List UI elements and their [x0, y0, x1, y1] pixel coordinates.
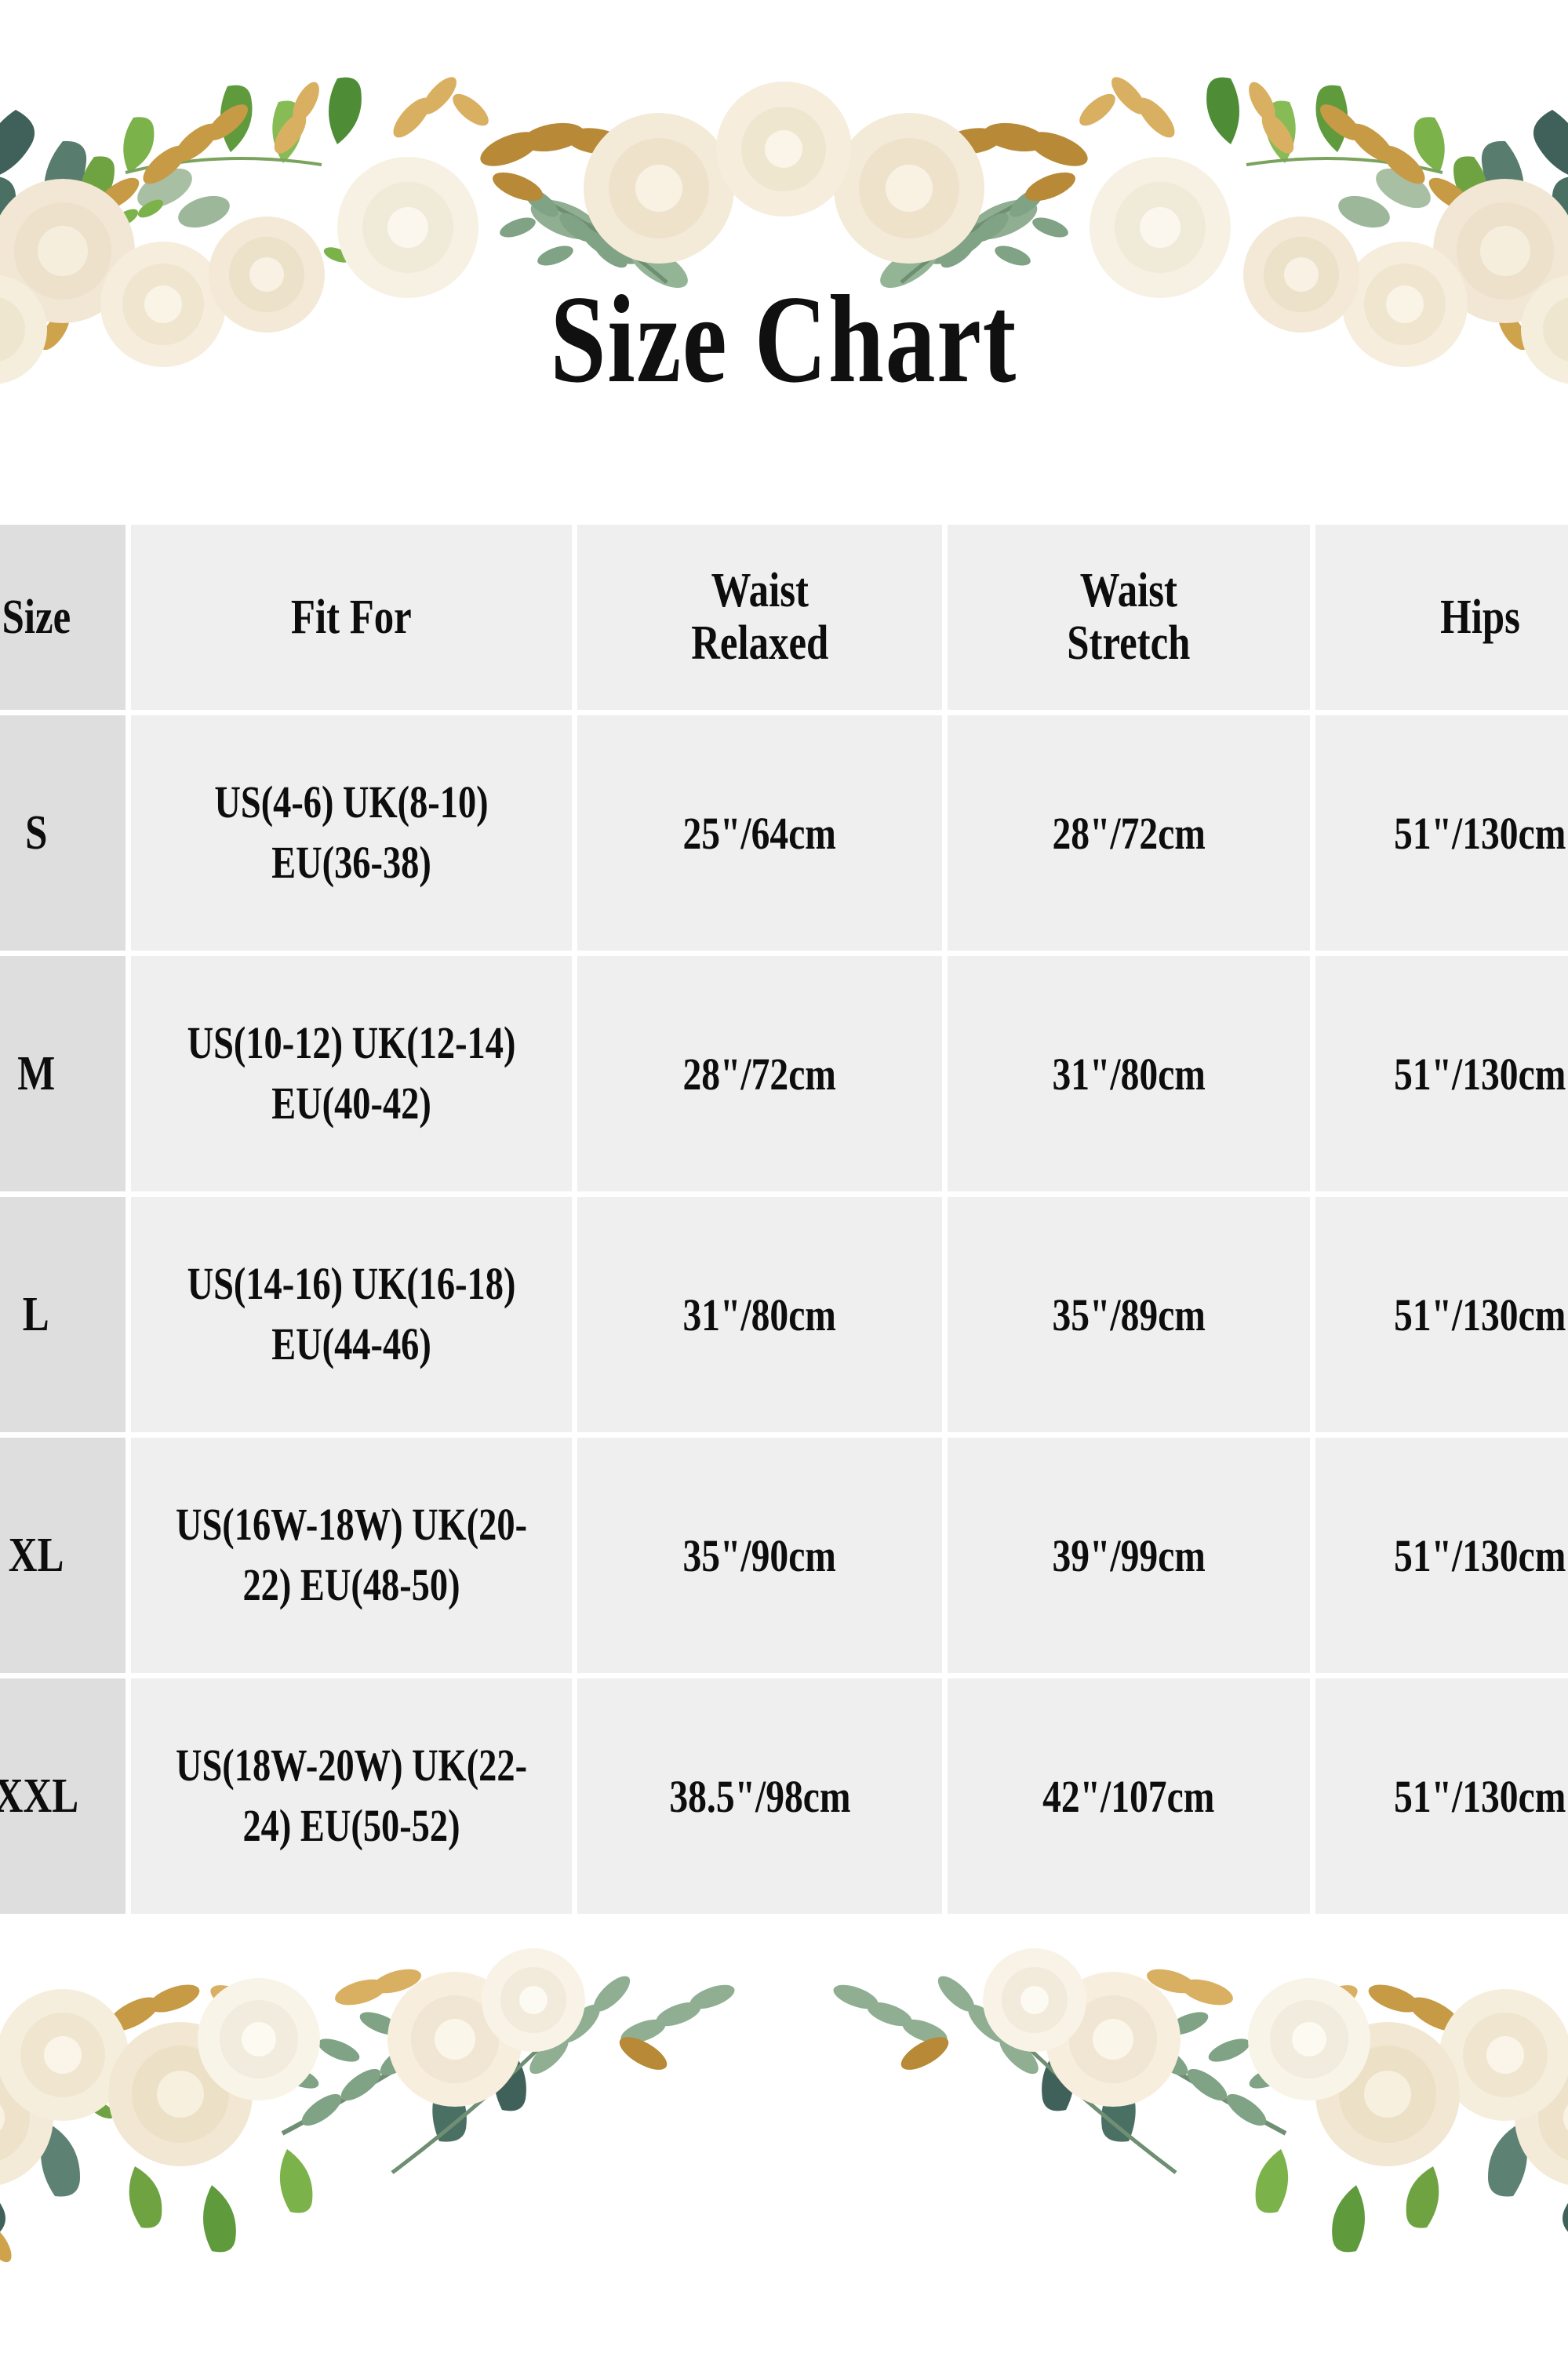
column-header-waist-relaxed: Waist Relaxed [577, 525, 942, 710]
cell-size: L [0, 1197, 126, 1432]
cell-waist-stretch: 39"/99cm [948, 1438, 1310, 1673]
cell-size: M [0, 956, 126, 1191]
cell-hips: 51"/130cm [1315, 715, 1568, 951]
cell-hips: 51"/130cm [1315, 1197, 1568, 1432]
table-header-row: Size Fit For Waist Relaxed Waist Stretch… [0, 525, 1568, 710]
column-header-waist-relaxed-label: Waist Relaxed [690, 564, 829, 670]
column-header-hips-label: Hips [1440, 590, 1520, 644]
cell-size-label: S [24, 806, 48, 860]
cell-size: XL [0, 1438, 126, 1673]
cell-waist-relaxed: 31"/80cm [577, 1197, 942, 1432]
column-header-hips: Hips [1315, 525, 1568, 710]
column-header-fit-for-label: Fit For [291, 590, 412, 644]
cell-hips: 51"/130cm [1315, 1438, 1568, 1673]
page-title-wrapper: Size Chart [0, 276, 1568, 402]
cell-waist-relaxed-label: 25"/64cm [682, 807, 837, 859]
cell-fit-for-label: US(16W-18W) UK(20-22) EU(48-50) [175, 1499, 528, 1610]
cell-waist-stretch: 31"/80cm [948, 956, 1310, 1191]
cell-size: XXL [0, 1678, 126, 1914]
cell-waist-relaxed: 35"/90cm [577, 1438, 942, 1673]
cell-fit-for-label: US(10-12) UK(12-14) EU(40-42) [187, 1017, 516, 1129]
cell-size: S [0, 715, 126, 951]
cell-size-label: L [23, 1287, 49, 1341]
cell-fit-for-label: US(4-6) UK(8-10) EU(36-38) [214, 776, 489, 888]
cell-hips-label: 51"/130cm [1394, 1529, 1566, 1581]
roses-group-bottom-left [0, 1948, 585, 2187]
cell-waist-relaxed: 28"/72cm [577, 956, 942, 1191]
cell-size-label: XL [8, 1528, 64, 1582]
cell-waist-stretch-label: 39"/99cm [1052, 1529, 1206, 1581]
table-row: XL US(16W-18W) UK(20-22) EU(48-50) 35"/9… [0, 1438, 1568, 1673]
cell-hips-label: 51"/130cm [1394, 807, 1566, 859]
cell-waist-stretch-label: 42"/107cm [1042, 1770, 1215, 1822]
leaves-group-top-left [0, 77, 688, 288]
cell-waist-stretch: 28"/72cm [948, 715, 1310, 951]
cell-waist-stretch-label: 35"/89cm [1052, 1289, 1206, 1340]
cell-waist-relaxed-label: 38.5"/98cm [668, 1770, 851, 1822]
table-header: Size Fit For Waist Relaxed Waist Stretch… [0, 525, 1568, 710]
cell-hips-label: 51"/130cm [1394, 1289, 1566, 1340]
column-header-waist-stretch: Waist Stretch [948, 525, 1310, 710]
cell-size-label: M [17, 1046, 55, 1100]
column-header-fit-for: Fit For [131, 525, 572, 710]
floral-decoration-bottom-left [0, 1948, 735, 2263]
column-header-waist-stretch-label: Waist Stretch [1067, 564, 1191, 670]
page-title: Size Chart [550, 269, 1018, 409]
cell-waist-stretch-label: 31"/80cm [1052, 1048, 1206, 1100]
size-chart-table: Size Fit For Waist Relaxed Waist Stretch… [0, 519, 1568, 1919]
cell-hips-label: 51"/130cm [1394, 1048, 1566, 1100]
cell-fit-for: US(10-12) UK(12-14) EU(40-42) [131, 956, 572, 1191]
floral-decoration-bottom-right [833, 1948, 1568, 2253]
cell-waist-stretch: 35"/89cm [948, 1197, 1310, 1432]
cell-fit-for: US(14-16) UK(16-18) EU(44-46) [131, 1197, 572, 1432]
table-row: XXL US(18W-20W) UK(22-24) EU(50-52) 38.5… [0, 1678, 1568, 1914]
gold-leaves-group-bottom-left [0, 1969, 668, 2263]
table-row: L US(14-16) UK(16-18) EU(44-46) 31"/80cm… [0, 1197, 1568, 1432]
cell-waist-relaxed: 25"/64cm [577, 715, 942, 951]
cell-fit-for: US(18W-20W) UK(22-24) EU(50-52) [131, 1678, 572, 1914]
cell-fit-for-label: US(18W-20W) UK(22-24) EU(50-52) [175, 1740, 528, 1851]
cell-size-label: XXL [0, 1769, 78, 1823]
cell-hips: 51"/130cm [1315, 956, 1568, 1191]
cell-waist-relaxed-label: 35"/90cm [682, 1529, 837, 1581]
table-row: M US(10-12) UK(12-14) EU(40-42) 28"/72cm… [0, 956, 1568, 1191]
leaves-group-bottom-left [0, 1976, 735, 2253]
cell-fit-for: US(4-6) UK(8-10) EU(36-38) [131, 715, 572, 951]
column-header-size: Size [0, 525, 126, 710]
table-row: S US(4-6) UK(8-10) EU(36-38) 25"/64cm 28… [0, 715, 1568, 951]
cell-fit-for-label: US(14-16) UK(16-18) EU(44-46) [187, 1258, 516, 1369]
cell-fit-for: US(16W-18W) UK(20-22) EU(48-50) [131, 1438, 572, 1673]
cell-waist-stretch: 42"/107cm [948, 1678, 1310, 1914]
cell-waist-relaxed-label: 28"/72cm [682, 1048, 837, 1100]
column-header-size-label: Size [2, 590, 71, 644]
cell-waist-relaxed: 38.5"/98cm [577, 1678, 942, 1914]
cell-hips: 51"/130cm [1315, 1678, 1568, 1914]
cell-waist-relaxed-label: 31"/80cm [682, 1289, 837, 1340]
table-body: S US(4-6) UK(8-10) EU(36-38) 25"/64cm 28… [0, 715, 1568, 1914]
cell-hips-label: 51"/130cm [1394, 1770, 1566, 1822]
cell-waist-stretch-label: 28"/72cm [1052, 807, 1206, 859]
